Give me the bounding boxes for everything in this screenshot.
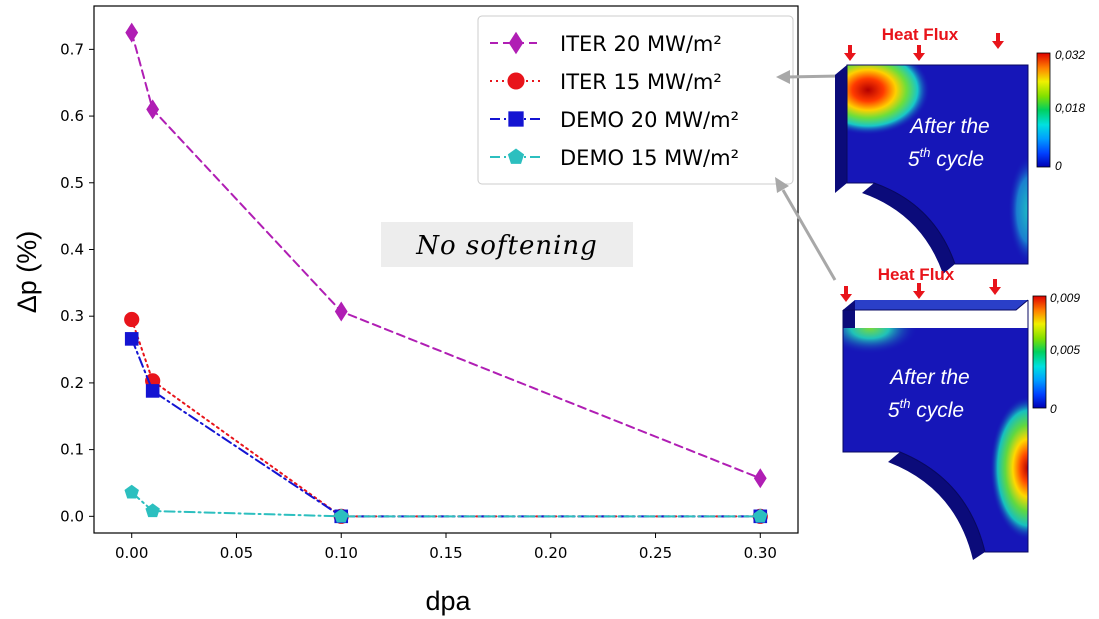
data-point-circle (124, 311, 140, 328)
heat-arrow-icon (844, 45, 856, 61)
legend-label: ITER 15 MW/m² (560, 70, 722, 94)
legend-label: DEMO 15 MW/m² (560, 146, 739, 170)
annotation-no-softening: No softening (415, 231, 598, 261)
legend-label: DEMO 20 MW/m² (560, 108, 739, 132)
inset-bottom-title: Heat Flux (878, 265, 955, 284)
y-tick-label: 0.5 (60, 174, 84, 192)
series-line (130, 491, 762, 518)
data-point-square (145, 384, 160, 398)
heat-arrow-icon (913, 283, 925, 299)
y-tick-label: 0.2 (60, 374, 84, 392)
data-point-pentagon (334, 508, 349, 523)
x-tick-label: 0.00 (115, 544, 148, 562)
inset-bottom-caption-line1: After the (888, 366, 969, 389)
y-tick-label: 0.3 (60, 307, 84, 325)
inset-top-colorbar (1036, 52, 1051, 168)
pointer-arrow-bottom (781, 189, 837, 281)
series-1 (124, 311, 768, 524)
data-point-diamond (334, 301, 348, 322)
plot-axes: 0.00 0.05 0.10 0.15 0.20 0.25 0.30 0.00.10.20.… (60, 5, 799, 562)
series-0 (125, 22, 767, 489)
inset-bottom-caption-line2: 5th cycle (888, 396, 964, 422)
legend-entry: ITER 20 MW/m² (490, 31, 722, 56)
data-point-square (124, 332, 139, 346)
y-tick-label: 0.0 (60, 507, 84, 525)
y-tick-label: 0.6 (60, 107, 84, 125)
inset-top: Heat Flux After the 5th cycle 0,032 0,01… (835, 25, 1085, 274)
pointer-arrowhead-bottom (775, 177, 789, 193)
series-3 (124, 484, 768, 523)
data-point-diamond (753, 468, 767, 489)
pointer-arrowhead-top (776, 70, 790, 84)
legend-items: ITER 20 MW/m² ITER 15 MW/m² DEMO 20 MW/m² D… (490, 31, 739, 170)
x-tick-label: 0.25 (639, 544, 672, 562)
heat-arrow-icon (840, 286, 852, 302)
pointer-arrow-top (785, 74, 841, 79)
x-axis-label: dpa (425, 586, 471, 616)
data-point-pentagon (145, 503, 160, 518)
y-tick-label: 0.7 (60, 40, 84, 58)
inset-bottom-colorbar (1032, 295, 1047, 409)
inset-bottom-heat-arrows (840, 279, 1001, 302)
series-line (130, 31, 762, 480)
y-ticks: 0.0 0.1 0.2 0.3 0.4 0.5 0.6 0.7 (60, 40, 94, 525)
legend-marker-pentagon (507, 148, 525, 164)
inset-bottom-colorbar-max: 0,009 (1050, 291, 1080, 305)
series-line (130, 318, 762, 518)
pointer-arrows (775, 70, 841, 281)
data-point-diamond (146, 99, 160, 120)
inset-top-colorbar-min: 0 (1055, 159, 1062, 173)
legend-marker-circle (507, 72, 525, 90)
annotation-box (381, 222, 633, 267)
inset-bottom-colorbar-min: 0 (1050, 402, 1057, 416)
legend-frame (477, 15, 794, 185)
y-tick-label: 0.1 (60, 441, 84, 459)
series-2 (124, 332, 768, 524)
data-point-pentagon (124, 484, 139, 499)
legend: ITER 20 MW/m² ITER 15 MW/m² DEMO 20 MW/m² D… (477, 15, 794, 185)
heat-arrow-icon (989, 279, 1001, 295)
x-ticks: 0.00 0.05 0.10 0.15 0.20 0.25 0.30 (115, 533, 777, 562)
data-point-diamond (125, 22, 139, 43)
inset-top-title: Heat Flux (882, 25, 959, 44)
inset-top-colorbar-mid: 0,018 (1055, 101, 1085, 115)
inset-bottom-block (842, 299, 1029, 560)
series-line (130, 337, 762, 518)
legend-marker-square (508, 111, 524, 127)
inset-top-caption-line1: After the (908, 115, 989, 138)
legend-label: ITER 20 MW/m² (560, 32, 722, 56)
legend-entry: ITER 15 MW/m² (490, 70, 722, 94)
data-point-pentagon (753, 508, 768, 523)
heat-arrow-icon (913, 45, 925, 61)
y-axis-label: Δp (%) (12, 231, 42, 314)
inset-top-colorbar-max: 0,032 (1055, 48, 1085, 62)
legend-entry: DEMO 20 MW/m² (490, 108, 739, 132)
legend-entry: DEMO 15 MW/m² (490, 146, 739, 170)
y-tick-label: 0.4 (60, 240, 84, 258)
inset-bottom-colorbar-mid: 0,005 (1050, 343, 1080, 357)
series-layer (124, 22, 768, 524)
x-tick-label: 0.05 (220, 544, 253, 562)
x-tick-label: 0.10 (325, 544, 358, 562)
inset-top-block (835, 64, 1029, 274)
x-tick-label: 0.30 (744, 544, 777, 562)
legend-marker-diamond (508, 31, 524, 55)
x-tick-label: 0.20 (534, 544, 567, 562)
inset-top-caption-line2: 5th cycle (908, 145, 984, 171)
inset-bottom: Heat Flux After the 5th cycle 0,009 0,00… (840, 265, 1080, 560)
x-tick-label: 0.15 (429, 544, 462, 562)
heat-arrow-icon (992, 33, 1004, 49)
inset-top-heat-arrows (844, 33, 1004, 61)
